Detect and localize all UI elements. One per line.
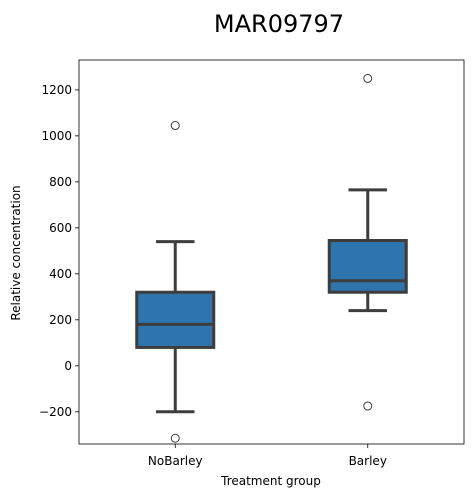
axes-frame — [78, 59, 465, 445]
outlier-point — [170, 121, 180, 131]
x-axis-label: Treatment group — [220, 474, 321, 488]
box-nobarley — [135, 290, 216, 349]
box-barley — [327, 239, 408, 294]
chart-title: MAR09797 — [214, 10, 344, 38]
y-tick-label: −200 — [39, 405, 72, 419]
y-tick-label: 200 — [49, 313, 72, 327]
outlier-point — [363, 73, 373, 83]
y-axis-label: Relative concentration — [9, 185, 23, 320]
plot-area: −200 0 200 400 600 800 1000 1200 NoBarley Barley — [39, 59, 465, 468]
y-tick-label: 0 — [64, 359, 72, 373]
y-tick-label: 600 — [49, 221, 72, 235]
x-tick-label: NoBarley — [148, 454, 203, 468]
y-tick-label: 1200 — [41, 83, 72, 97]
x-tick-label: Barley — [349, 454, 387, 468]
y-tick-label: 1000 — [41, 129, 72, 143]
outlier-point — [363, 401, 373, 411]
outlier-point — [170, 433, 180, 443]
y-tick-label: 800 — [49, 175, 72, 189]
y-tick-label: 400 — [49, 267, 72, 281]
